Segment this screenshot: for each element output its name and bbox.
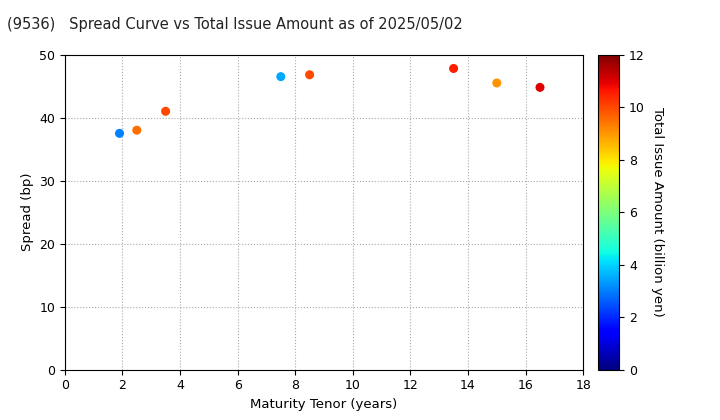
- Point: [114, 130, 125, 137]
- Point: [275, 73, 287, 80]
- X-axis label: Maturity Tenor (years): Maturity Tenor (years): [251, 398, 397, 411]
- Point: [491, 80, 503, 87]
- Point: [160, 108, 171, 115]
- Y-axis label: Spread (bp): Spread (bp): [21, 173, 34, 251]
- Text: (9536)   Spread Curve vs Total Issue Amount as of 2025/05/02: (9536) Spread Curve vs Total Issue Amoun…: [7, 17, 463, 32]
- Y-axis label: Total Issue Amount (billion yen): Total Issue Amount (billion yen): [652, 107, 665, 317]
- Point: [534, 84, 546, 91]
- Point: [131, 127, 143, 134]
- Point: [448, 65, 459, 72]
- Point: [304, 71, 315, 78]
